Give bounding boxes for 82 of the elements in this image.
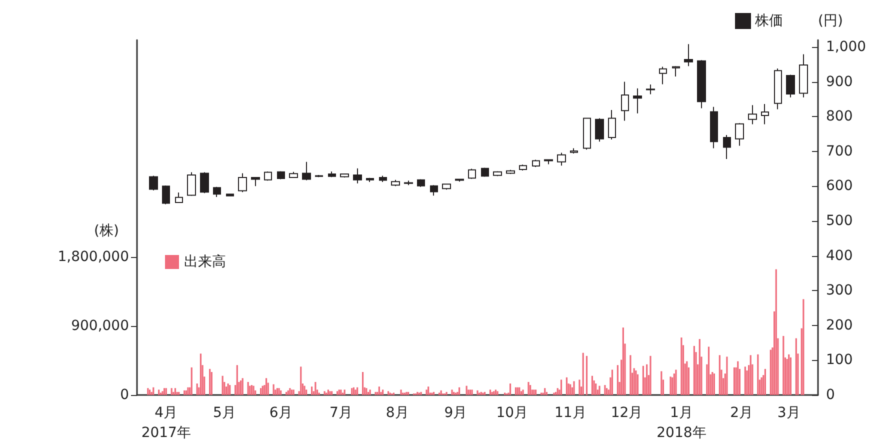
x-tick-label: 5月	[212, 405, 236, 421]
x-tick-label: 12月	[610, 405, 643, 421]
candlestick	[187, 172, 196, 196]
legend-label: 出来高	[184, 254, 226, 270]
candlestick	[761, 104, 769, 125]
candlestick	[748, 104, 757, 125]
y2-tick-label: 600	[826, 178, 853, 194]
candlestick	[697, 60, 706, 109]
candlestick	[481, 167, 489, 178]
candlestick	[430, 184, 438, 196]
x-tick-label: 10月	[496, 405, 528, 421]
candlestick	[659, 66, 667, 85]
candlestick	[251, 176, 260, 187]
candlestick	[162, 184, 170, 205]
candlestick	[633, 88, 642, 114]
candlestick	[175, 192, 183, 204]
candlestick	[366, 177, 374, 182]
y2-tick-label: 700	[826, 143, 853, 160]
x-tick-label: 3月	[777, 405, 800, 421]
candlestick	[417, 178, 425, 188]
y-axis-title: (株)	[94, 223, 119, 239]
candlestick	[583, 117, 591, 150]
candlestick	[710, 106, 718, 149]
y2-tick-label: 400	[826, 248, 853, 264]
y2-tick-label: 1,000	[826, 38, 866, 55]
candlestick	[353, 168, 362, 184]
candlestick	[799, 54, 808, 98]
candlestick	[289, 171, 298, 178]
legend-label: 株価	[754, 13, 783, 29]
candlestick	[506, 169, 515, 174]
x-tick-label: 2月	[730, 405, 753, 421]
candlestick	[328, 171, 336, 178]
y2-tick-label: 100	[826, 352, 853, 368]
candlestick	[468, 168, 476, 180]
candlestick	[302, 161, 311, 181]
candlestick	[213, 186, 221, 198]
candlestick	[455, 178, 464, 182]
candlestick	[379, 175, 387, 182]
candlestick	[277, 170, 285, 180]
x-tick-label: 8月	[386, 405, 409, 421]
candlestick	[570, 148, 578, 154]
y2-tick-label: 200	[826, 317, 853, 334]
candlestick	[519, 164, 527, 172]
candlestick	[774, 68, 782, 110]
candlestick	[226, 193, 234, 197]
candlestick	[532, 159, 540, 168]
candlestick	[315, 174, 323, 178]
x-tick-label: 11月	[554, 405, 586, 421]
candlestick	[621, 81, 629, 122]
candlestick	[442, 183, 451, 190]
x-tick-label: 4月 2017年	[141, 405, 191, 441]
y2-tick-label: 500	[826, 212, 853, 229]
y-tick-label: 0	[120, 387, 129, 403]
candlestick	[672, 66, 680, 78]
y-tick-label: 900,000	[71, 318, 129, 334]
candlestick	[391, 179, 400, 187]
candlestick	[544, 158, 553, 165]
candlestick	[595, 118, 604, 142]
candlestick	[238, 172, 247, 193]
candlestick	[200, 172, 209, 194]
y2-tick-label: 800	[826, 108, 853, 125]
x-tick-label: 6月	[269, 405, 292, 421]
candlestick	[735, 122, 744, 146]
x-tick-label: 1月 2018年	[656, 405, 706, 441]
candlestick	[557, 152, 566, 166]
y2-tick-label: 300	[826, 282, 853, 299]
candlestick	[646, 84, 655, 95]
y2-axis-title: (円)	[818, 13, 843, 29]
y2-tick-label: 900	[826, 74, 853, 90]
candlestick	[786, 74, 795, 98]
y-tick-label: 1,800,000	[58, 248, 129, 265]
candlestick	[493, 170, 502, 177]
x-tick-label: 7月	[329, 405, 352, 421]
candlestick	[404, 180, 413, 186]
y2-tick-label: 0	[826, 387, 835, 403]
candlestick	[684, 44, 693, 67]
candlestick	[340, 173, 349, 178]
candlestick	[149, 175, 158, 191]
candlestick	[608, 109, 616, 140]
candlestick	[264, 171, 272, 182]
candlestick	[723, 134, 731, 160]
x-tick-label: 9月	[444, 405, 468, 421]
